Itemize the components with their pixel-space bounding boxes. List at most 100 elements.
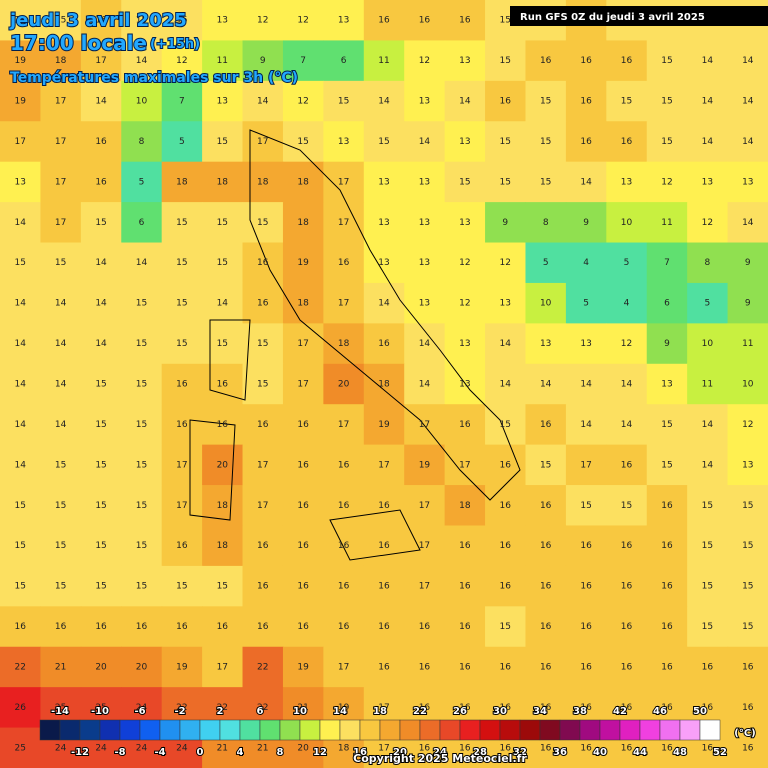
temp-cell [242,525,284,567]
temp-cell [606,485,648,526]
temp-value: 16 [217,420,229,430]
temp-value: 14 [378,299,390,309]
temp-cell [363,242,405,284]
temp-value: 15 [217,137,228,147]
legend-label: 8 [277,747,284,758]
temp-value: 17 [580,460,591,470]
temp-cell [242,444,284,486]
temp-value: 10 [540,299,552,309]
temp-value: 16 [580,56,592,66]
temp-value: 15 [702,582,713,592]
legend-swatch [519,719,541,741]
temp-cell [282,646,324,688]
temp-value: 15 [702,622,713,632]
temp-value: 5 [179,137,185,147]
temp-cell [121,646,163,688]
temp-cell [161,0,203,41]
temp-cell [606,40,648,82]
temp-cell [525,242,567,284]
temp-cell [525,161,567,203]
temp-cell [242,80,284,122]
temp-value: 15 [257,380,268,390]
temp-cell [40,323,82,365]
legend-label: 6 [257,706,264,717]
temp-value: 15 [540,460,551,470]
temp-value: 14 [702,460,714,470]
temp-value: 17 [257,460,268,470]
temp-value: 16 [500,703,512,713]
legend-swatch [339,719,361,741]
legend-label: 20 [393,747,407,758]
temp-cell [242,202,284,244]
temp-cell [0,242,41,284]
temp-cell [282,363,324,405]
temp-value: 20 [136,662,148,672]
temp-value: 15 [661,56,672,66]
temp-cell [323,646,365,688]
temp-value: 17 [338,177,349,187]
legend-swatch [379,719,401,741]
temp-cell [323,404,365,446]
temp-value: 15 [621,97,632,107]
temp-value: 22 [217,703,228,713]
temp-value: 15 [257,339,268,349]
temp-cell [242,363,284,405]
temp-cell [121,282,163,324]
temp-cell [202,323,244,365]
temp-cell [282,0,324,41]
temp-cell [161,485,203,526]
temp-value: 16 [540,743,552,753]
temp-value: 15 [540,97,551,107]
temp-cell [121,565,163,607]
temp-cell [444,0,486,41]
temp-value: 15 [217,258,228,268]
temp-cell [727,646,768,688]
temp-value: 12 [297,16,308,26]
temp-value: 15 [136,460,147,470]
temp-value: 14 [702,137,714,147]
temp-value: 25 [95,703,106,713]
temp-value: 15 [621,501,632,511]
temp-value: 15 [297,137,308,147]
temp-cell [565,525,607,567]
temp-cell [121,80,163,122]
temp-cell [80,606,122,648]
temp-cell [323,444,365,486]
temp-value: 16 [176,380,188,390]
temp-value: 16 [257,420,269,430]
temp-cell [727,485,768,526]
temp-value: 14 [702,97,714,107]
temp-value: 15 [661,460,672,470]
temp-cell [404,80,446,122]
temp-cell [404,485,446,526]
temp-value: 15 [95,460,106,470]
temp-cell [525,444,567,486]
legend-swatch [599,719,621,741]
temp-value: 16 [661,622,673,632]
temp-value: 15 [136,339,147,349]
temp-value: 13 [621,177,632,187]
temp-value: 16 [297,582,309,592]
temp-value: 24 [136,743,148,753]
temp-value: 16 [580,582,592,592]
temp-cell [121,242,163,284]
temp-cell [323,202,365,244]
temp-cell [687,525,729,567]
temp-cell [565,606,607,648]
temp-value: 13 [419,218,430,228]
temp-value: 17 [176,460,187,470]
temp-cell [323,40,365,82]
temp-cell [40,282,82,324]
temp-value: 17 [419,582,430,592]
temp-cell [565,121,607,163]
temp-value: 16 [378,339,390,349]
temp-value: 18 [338,743,350,753]
temp-value: 14 [742,97,754,107]
temp-value: 15 [702,501,713,511]
temp-value: 14 [14,420,26,430]
temp-value: 14 [55,380,67,390]
temp-cell [485,202,526,244]
temp-cell [40,444,82,486]
temp-value: 15 [55,582,66,592]
temp-cell [485,40,526,82]
